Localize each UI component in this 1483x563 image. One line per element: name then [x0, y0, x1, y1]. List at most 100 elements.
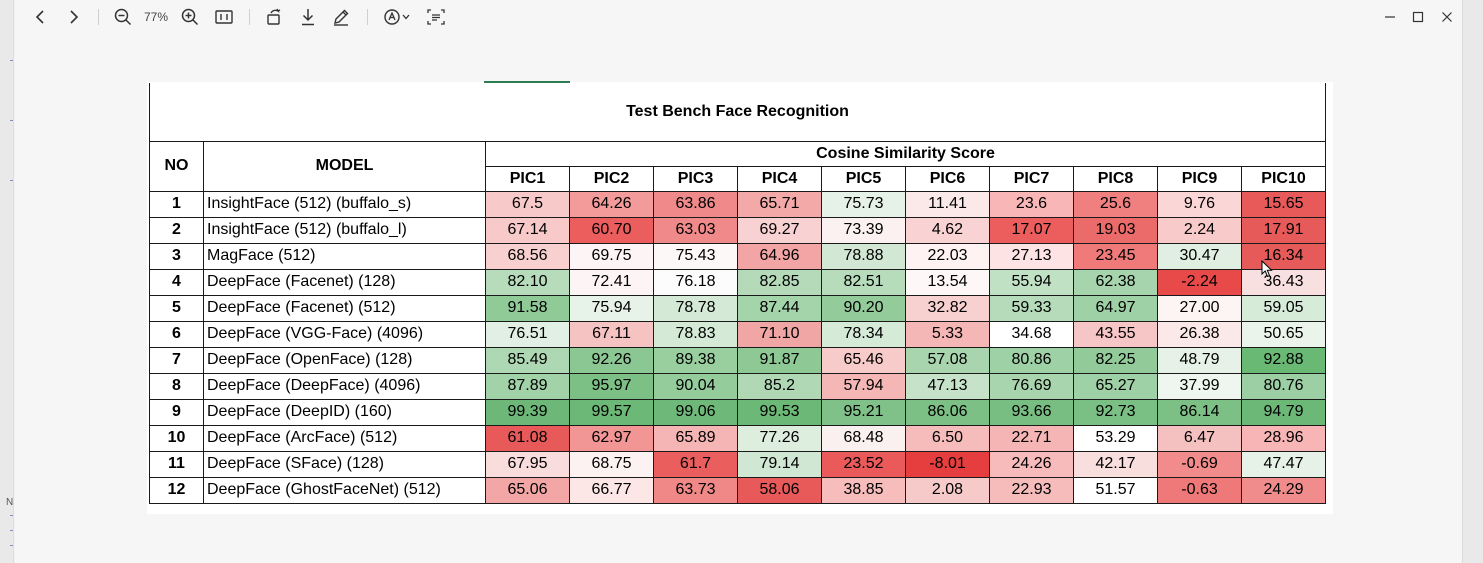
zoom-level-label: 77%	[143, 10, 169, 24]
score-cell: 92.73	[1073, 398, 1158, 426]
scroll-tick	[10, 180, 13, 181]
column-header: PIC7	[989, 165, 1074, 192]
table-row: 7 DeepFace (OpenFace) (128) 85.49 92.26 89.3…	[149, 346, 1326, 374]
row-number: 4	[149, 268, 204, 296]
score-cell: 79.14	[737, 450, 822, 478]
score-cell: 57.94	[821, 372, 906, 400]
score-cell: 43.55	[1073, 320, 1158, 348]
score-cell: 91.87	[737, 346, 822, 374]
score-cell: 73.39	[821, 216, 906, 244]
score-cell: 67.11	[569, 320, 654, 348]
score-cell: 55.94	[989, 268, 1074, 296]
score-cell: 27.00	[1157, 294, 1242, 322]
score-cell: 86.06	[905, 398, 990, 426]
scroll-tick	[10, 515, 13, 516]
left-margin-text: N	[6, 497, 14, 508]
score-cell: 2.24	[1157, 216, 1242, 244]
score-cell: 62.38	[1073, 268, 1158, 296]
score-cell: 22.71	[989, 424, 1074, 452]
score-cell: 76.51	[485, 320, 570, 348]
score-cell: 62.97	[569, 424, 654, 452]
row-number: 8	[149, 372, 204, 400]
score-cell: 76.69	[989, 372, 1074, 400]
header-no: NO	[149, 140, 204, 192]
column-header: PIC1	[485, 165, 570, 192]
table-row: 1 InsightFace (512) (buffalo_s) 67.5 64.26 6…	[149, 190, 1326, 218]
score-cell: 61.7	[653, 450, 738, 478]
table-row: 6 DeepFace (VGG-Face) (4096) 76.51 67.11 78.…	[149, 320, 1326, 348]
score-cell: 71.10	[737, 320, 822, 348]
toolbar-separator	[367, 9, 368, 25]
score-cell: 85.2	[737, 372, 822, 400]
back-icon[interactable]	[29, 4, 51, 30]
score-cell: 99.53	[737, 398, 822, 426]
score-cell: 67.14	[485, 216, 570, 244]
score-cell: 77.26	[737, 424, 822, 452]
score-cell: 23.45	[1073, 242, 1158, 270]
page-top-accent	[484, 81, 570, 83]
score-cell: 90.20	[821, 294, 906, 322]
score-cell: 38.85	[821, 476, 906, 504]
score-cell: 24.29	[1241, 476, 1326, 504]
table-row: 5 DeepFace (Facenet) (512) 91.58 75.94 78.78…	[149, 294, 1326, 322]
row-number: 10	[149, 424, 204, 452]
scroll-tick	[10, 545, 13, 546]
score-cell: 16.34	[1241, 242, 1326, 270]
score-cell: 63.73	[653, 476, 738, 504]
score-cell: 94.79	[1241, 398, 1326, 426]
score-cell: 78.88	[821, 242, 906, 270]
score-cell: 90.04	[653, 372, 738, 400]
score-cell: 50.65	[1241, 320, 1326, 348]
score-cell: 66.77	[569, 476, 654, 504]
minimize-icon[interactable]	[1379, 4, 1401, 30]
score-cell: 99.57	[569, 398, 654, 426]
score-cell: 91.58	[485, 294, 570, 322]
column-header: PIC10	[1241, 165, 1326, 192]
zoom-level[interactable]: 77%	[139, 4, 173, 30]
score-cell: 32.82	[905, 294, 990, 322]
score-cell: 92.26	[569, 346, 654, 374]
score-cell: 65.71	[737, 190, 822, 218]
score-cell: 75.73	[821, 190, 906, 218]
score-cell: 51.57	[1073, 476, 1158, 504]
column-header: PIC9	[1157, 165, 1242, 192]
close-icon[interactable]	[1436, 4, 1458, 30]
model-name: DeepFace (VGG-Face) (4096)	[203, 320, 486, 348]
scroll-tick	[10, 530, 13, 531]
score-cell: 57.08	[905, 346, 990, 374]
right-panel-edge	[1462, 0, 1483, 563]
immersive-reader-icon[interactable]	[425, 4, 447, 30]
table-row: 11 DeepFace (SFace) (128) 67.95 68.75 61.7 79…	[149, 450, 1326, 478]
score-cell: 80.76	[1241, 372, 1326, 400]
score-cell: 17.07	[989, 216, 1074, 244]
scroll-tick	[10, 120, 13, 121]
column-header: PIC3	[653, 165, 738, 192]
download-icon[interactable]	[297, 4, 319, 30]
read-aloud-icon[interactable]	[381, 4, 403, 30]
maximize-icon[interactable]	[1407, 4, 1429, 30]
forward-icon[interactable]	[63, 4, 85, 30]
fit-page-icon[interactable]	[213, 4, 235, 30]
column-header-row: PIC1 PIC2 PIC3 PIC4 PIC5 PIC6 PIC7 PIC8 PIC9 PIC1…	[150, 165, 1326, 192]
table-row: 10 DeepFace (ArcFace) (512) 61.08 62.97 65.8…	[149, 424, 1326, 452]
row-number: 9	[149, 398, 204, 426]
score-cell: 27.13	[989, 242, 1074, 270]
score-cell: 26.38	[1157, 320, 1242, 348]
score-cell: 64.26	[569, 190, 654, 218]
dropdown-chevron-icon[interactable]	[401, 4, 411, 30]
zoom-in-icon[interactable]	[179, 4, 201, 30]
score-cell: 67.5	[485, 190, 570, 218]
score-cell: 63.86	[653, 190, 738, 218]
score-cell: 65.46	[821, 346, 906, 374]
score-cell: 68.48	[821, 424, 906, 452]
draw-icon[interactable]	[330, 4, 352, 30]
score-cell: 58.06	[737, 476, 822, 504]
zoom-out-icon[interactable]	[112, 4, 134, 30]
score-cell: 22.93	[989, 476, 1074, 504]
column-header: PIC4	[737, 165, 822, 192]
score-cell: 76.18	[653, 268, 738, 296]
model-name: DeepFace (ArcFace) (512)	[203, 424, 486, 452]
model-name: DeepFace (GhostFaceNet) (512)	[203, 476, 486, 504]
rotate-icon[interactable]	[263, 4, 285, 30]
table-row: 8 DeepFace (DeepFace) (4096) 87.89 95.97 90.…	[149, 372, 1326, 400]
